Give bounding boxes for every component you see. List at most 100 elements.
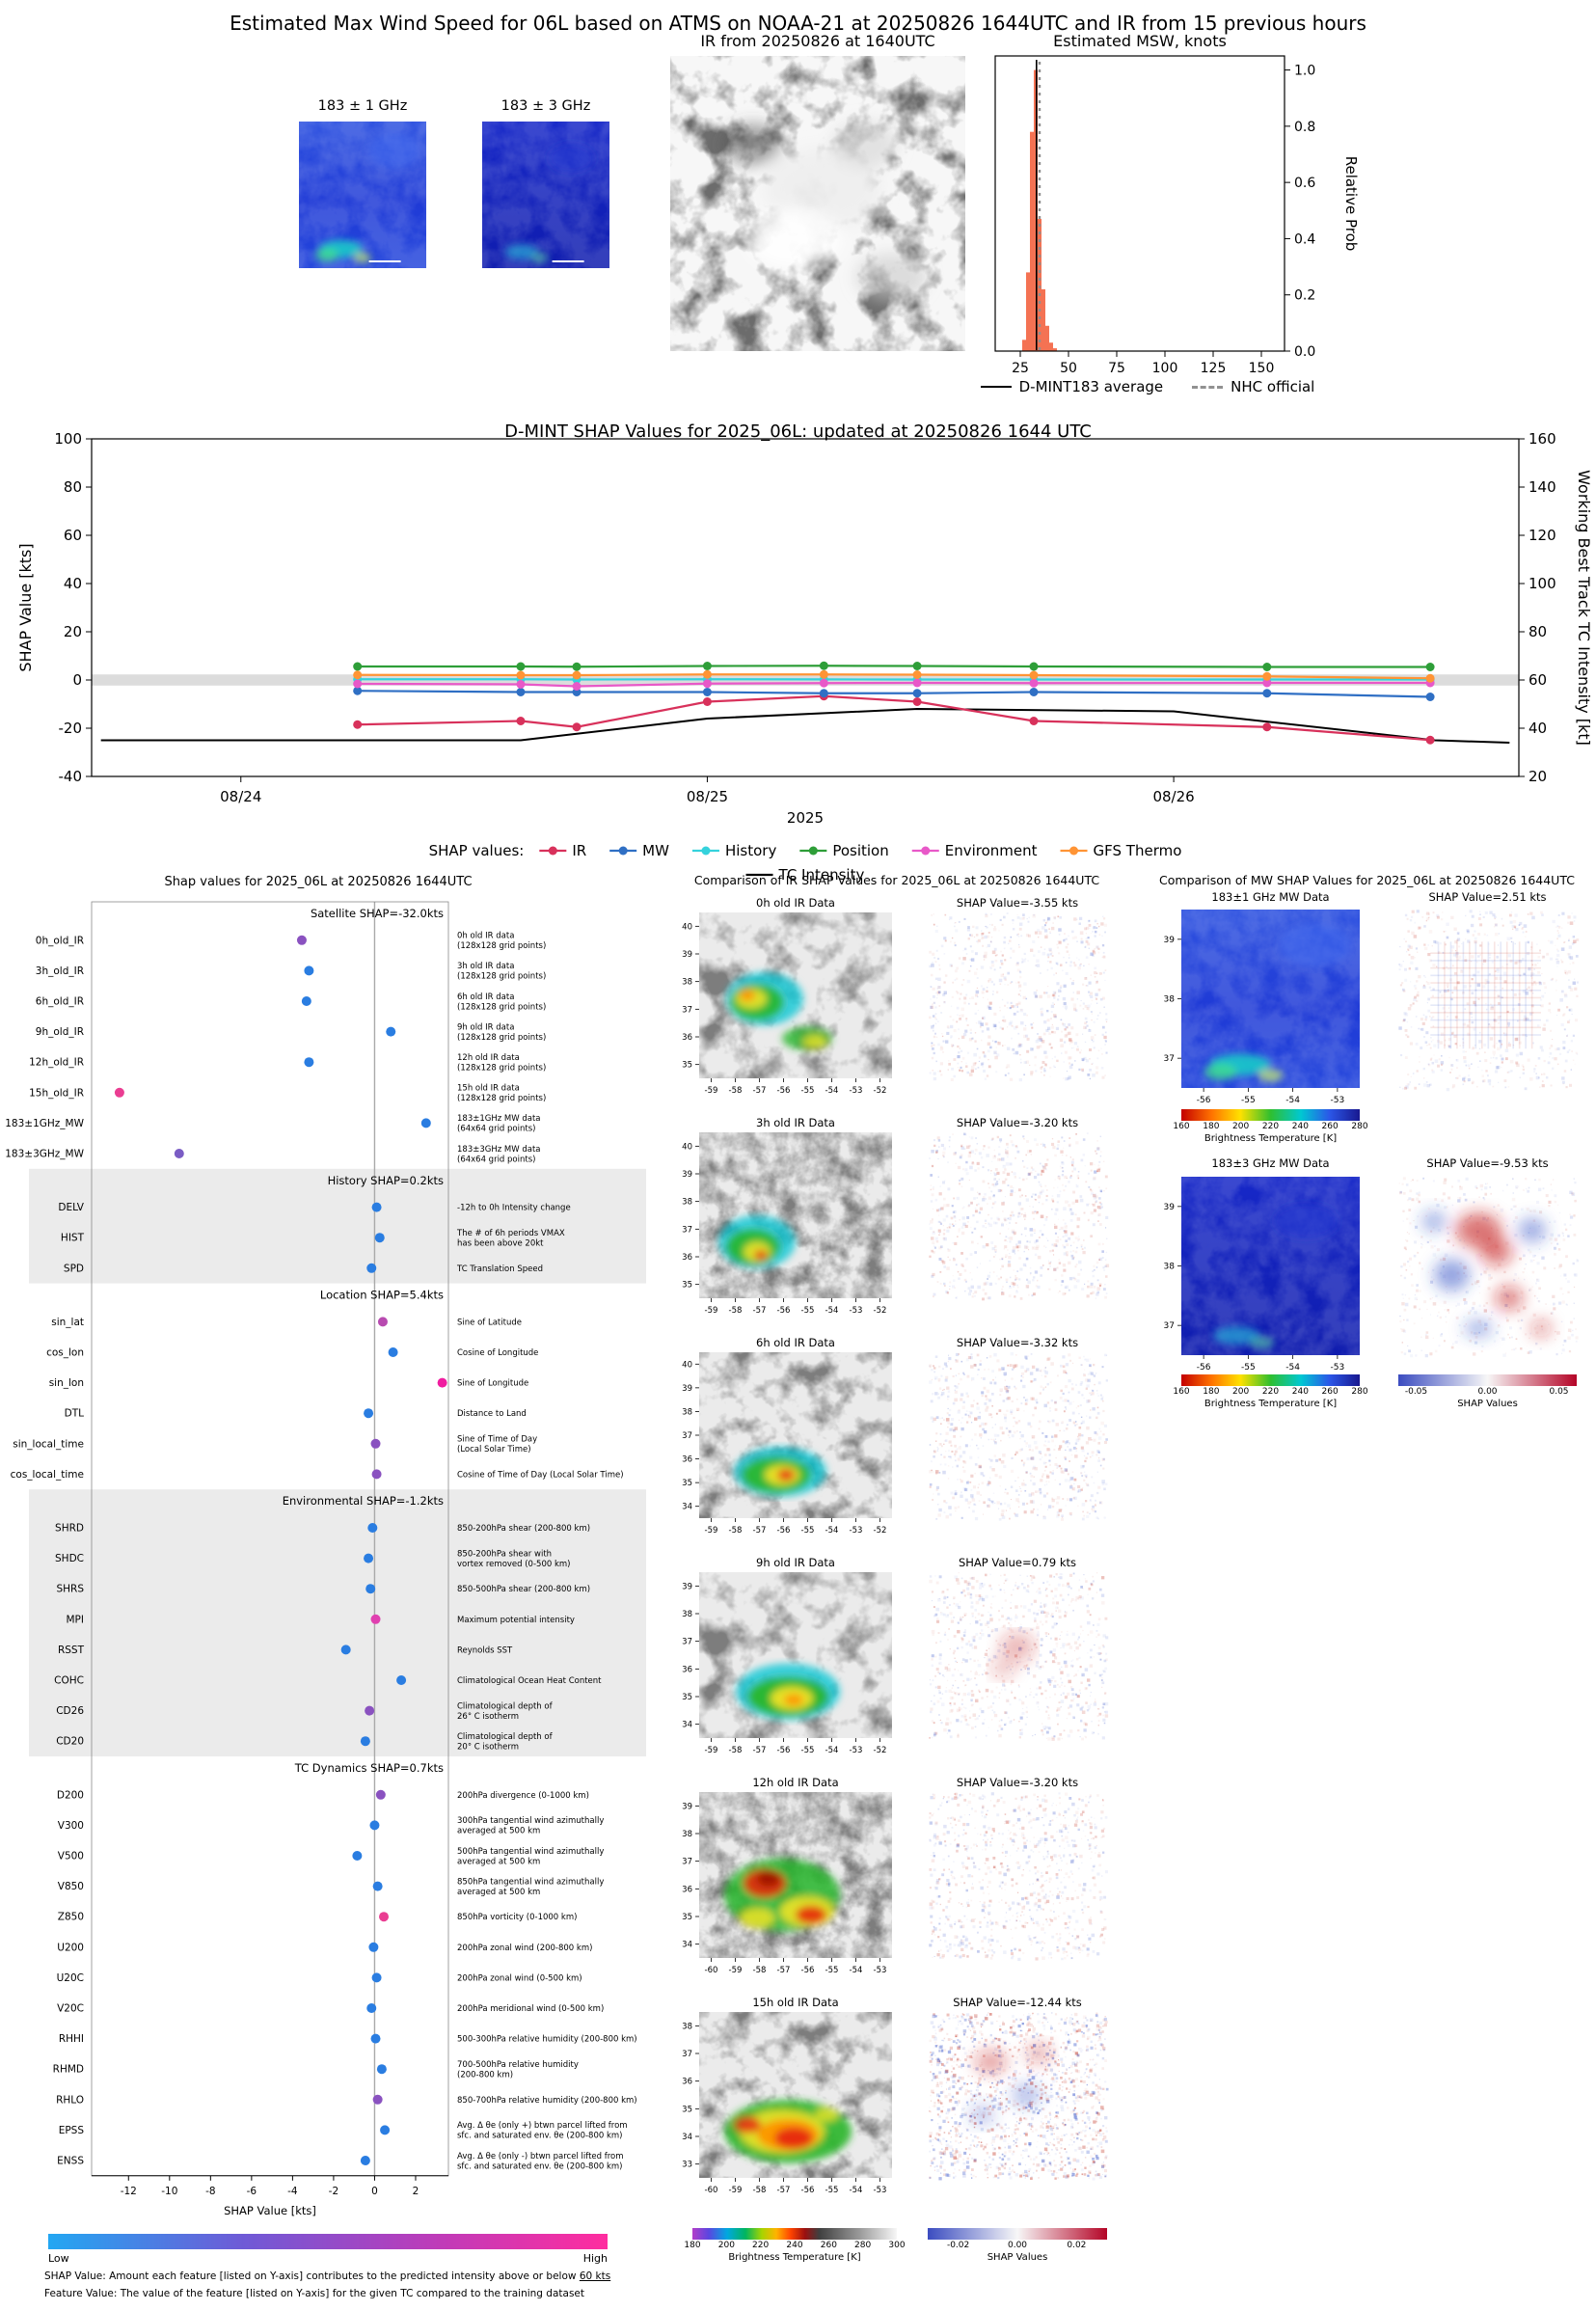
svg-text:125: 125 [1201,361,1227,376]
svg-text:500hPa tangential wind azimuth: 500hPa tangential wind azimuthally [457,1847,604,1857]
ir-bt-colorbar-tick: 240 [786,2241,803,2250]
svg-text:140: 140 [1528,478,1556,496]
mw-shap-colorbar [1398,1374,1577,1386]
svg-text:40: 40 [64,575,82,592]
svg-text:-55: -55 [825,2186,839,2195]
svg-text:RHMD: RHMD [53,2064,84,2076]
svg-text:100: 100 [54,430,82,448]
svg-text:SHAP Value=0.79 kts: SHAP Value=0.79 kts [959,1557,1076,1569]
ir-comparison-row-1: 3h old IR Data SHAP Value=-3.20 kts 40 39 38… [682,1117,1110,1316]
svg-text:12h_old_IR: 12h_old_IR [29,1057,84,1069]
svg-text:SHAP Value [kts]: SHAP Value [kts] [16,543,35,671]
svg-text:12h old IR data: 12h old IR data [457,1053,520,1063]
svg-text:60: 60 [1528,671,1547,689]
svg-text:Cosine of Longitude: Cosine of Longitude [457,1348,538,1358]
svg-text:Sine of Longitude: Sine of Longitude [457,1379,528,1389]
svg-text:Climatological depth of: Climatological depth of [457,1701,554,1711]
mw-bt-colorbar-2-label: Brightness Temperature [K] [1204,1399,1338,1409]
ir-shap-colorbar-tick: -0.02 [946,2241,970,2250]
blob-layer [724,1858,840,1932]
svg-text:-12h to 0h Intensity change: -12h to 0h Intensity change [457,1204,571,1213]
svg-text:-57: -57 [753,1746,767,1755]
ir-bt-colorbar-label: Brightness Temperature [K] [728,2252,861,2263]
ir-bt-colorbar-tick: 200 [717,2241,735,2250]
svg-text:39: 39 [682,1170,692,1180]
svg-text:37: 37 [682,1005,692,1015]
mw-bt-colorbar-2-tick: 180 [1203,1387,1220,1397]
svg-text:Environmental SHAP=-1.2kts: Environmental SHAP=-1.2kts [283,1494,444,1508]
svg-text:183±3GHz MW data: 183±3GHz MW data [457,1145,540,1155]
mw-shap-colorbar-tick: -0.05 [1404,1387,1428,1397]
mw-183-3-ghz-label: 183 ± 3 GHz [500,98,591,114]
svg-text:0h_old_IR: 0h_old_IR [36,935,84,946]
svg-text:0: 0 [72,671,82,689]
timeseries-title: D-MINT SHAP Values for 2025_06L: updated… [504,421,1092,442]
svg-text:36: 36 [682,1253,692,1263]
svg-text:RHLO: RHLO [56,2094,84,2106]
mw-bt-colorbar-2 [1181,1374,1360,1386]
colorbar-high-label: High [582,2252,608,2265]
svg-text:-53: -53 [850,1086,863,1096]
svg-text:-52: -52 [874,1526,887,1536]
page-title: Estimated Max Wind Speed for 06L based o… [230,12,1366,35]
shap-grid-texture [1430,941,1541,1049]
svg-text:-4: -4 [287,2186,298,2197]
svg-text:DTL: DTL [65,1408,84,1420]
ir-shap-colorbar-label: SHAP Values [987,2252,1048,2263]
mw-shap-colorbar-tick: 0.05 [1549,1387,1569,1397]
svg-text:39: 39 [682,1802,692,1811]
svg-text:V300: V300 [58,1820,84,1832]
svg-text:-58: -58 [753,1966,767,1975]
svg-text:The # of 6h periods VMAX: The # of 6h periods VMAX [456,1229,565,1238]
svg-text:35: 35 [682,1061,692,1071]
svg-text:-52: -52 [874,1306,887,1316]
svg-text:2: 2 [413,2186,419,2197]
svg-text:vortex removed (0-500 km): vortex removed (0-500 km) [457,1560,570,1569]
svg-text:08/25: 08/25 [687,788,728,805]
svg-text:sfc. and saturated env. θe (20: sfc. and saturated env. θe (200-800 km) [457,2132,623,2141]
ir-comparison-title: Comparison of IR SHAP Values for 2025_06… [693,873,1100,887]
svg-text:35: 35 [682,1479,692,1488]
svg-text:Distance to Land: Distance to Land [457,1409,527,1419]
svg-text:-54: -54 [825,1086,839,1096]
svg-text:0.4: 0.4 [1294,231,1315,247]
svg-text:V20C: V20C [57,2003,84,2015]
svg-text:SPD: SPD [64,1263,84,1274]
svg-text:(128x128 grid points): (128x128 grid points) [457,1063,546,1073]
svg-text:850-500hPa shear (200-800 km): 850-500hPa shear (200-800 km) [457,1585,590,1594]
svg-text:-58: -58 [729,1746,743,1755]
svg-text:Climatological depth of: Climatological depth of [457,1732,554,1742]
svg-text:35: 35 [682,1913,692,1922]
svg-text:50: 50 [1060,361,1077,376]
blob-layer [1421,1210,1553,1338]
svg-text:34: 34 [682,2133,692,2142]
svg-text:cos_local_time: cos_local_time [11,1469,84,1481]
svg-text:ENSS: ENSS [57,2156,84,2167]
svg-text:33: 33 [682,2161,692,2170]
svg-text:36: 36 [682,1033,692,1043]
blob-layer [736,1663,840,1721]
svg-text:(128x128 grid points): (128x128 grid points) [457,1033,546,1043]
footnote-shap-value: SHAP Value: Amount each feature [listed … [44,2270,610,2282]
svg-text:(200-800 km): (200-800 km) [457,2070,513,2080]
mw-shap-colorbar-tick: 0.00 [1477,1387,1498,1397]
blob-layer [734,1447,826,1497]
svg-text:39: 39 [682,1384,692,1394]
blob-layer [718,1215,796,1269]
ir-image-title: IR from 20250826 at 1640UTC [700,32,935,50]
nhc-label: NHC official [1231,378,1315,395]
svg-text:183±1GHz MW data: 183±1GHz MW data [457,1114,540,1124]
shap-noise-layer [929,1572,1109,1741]
svg-text:-56: -56 [777,1306,791,1316]
svg-text:MPI: MPI [67,1614,85,1625]
svg-text:cos_lon: cos_lon [46,1347,84,1359]
svg-text:38: 38 [682,978,692,988]
dmint-label: D-MINT183 average [1018,378,1164,395]
svg-text:-52: -52 [874,1086,887,1096]
svg-text:-59: -59 [705,1306,718,1316]
svg-text:200hPa meridional wind (0-500: 200hPa meridional wind (0-500 km) [457,2004,604,2014]
shap-timeseries-chart: -40 -20 0 20 40 60 80 100 20 40 60 80 100 120 140 160 08… [16,430,1593,884]
svg-text:-59: -59 [729,1966,743,1975]
svg-text:500-300hPa relative humidity (: 500-300hPa relative humidity (200-800 km… [457,2035,637,2045]
svg-text:sin_local_time: sin_local_time [13,1438,84,1450]
